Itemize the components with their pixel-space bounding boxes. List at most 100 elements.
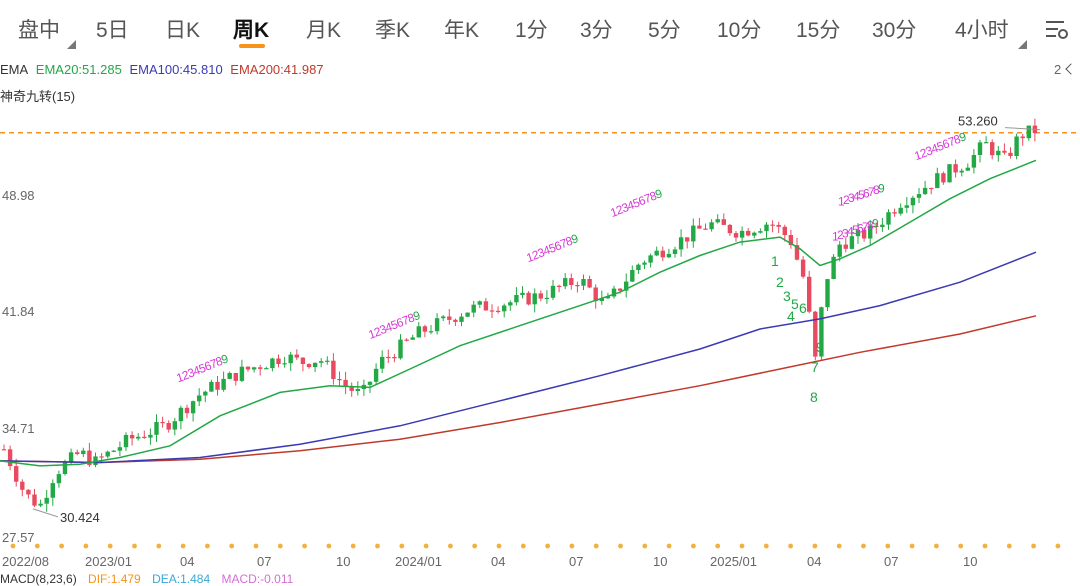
nine-turn-count: 8 [867,218,874,232]
candle-body [300,357,306,364]
candle-body [233,373,238,381]
candle-body [459,316,464,322]
indicator-count: 2 [1054,62,1062,77]
tab-10[interactable]: 10分 [717,19,762,42]
event-dot-icon [861,543,866,549]
candle-body [50,483,55,498]
tab-6[interactable]: 年K [444,19,480,42]
nine-turn-count: 4 [191,363,202,378]
event-dot-icon [642,543,648,549]
tab-menu-corner-icon[interactable] [67,40,76,49]
candle-body [502,305,507,312]
candle-body [630,270,635,282]
candle-body [929,187,934,190]
x-tick-label: 2023/01 [85,554,132,569]
tab-2[interactable]: 日K [165,19,201,42]
candle-body [404,339,409,341]
candle-body [678,237,684,250]
candle-body [977,142,983,155]
y-tick-label: 27.57 [2,530,35,545]
candle-body [331,360,336,379]
high-price-label: 53.260 [958,114,998,129]
candle-body [312,362,318,368]
tab-9[interactable]: 5分 [648,19,681,42]
candle-body [32,494,37,506]
nine-turn-count: 6 [553,238,564,253]
nine-turn-count: 1 [838,194,845,208]
event-dot-icon [156,543,162,549]
chart-settings-icon[interactable] [1044,18,1070,42]
event-dot-icon [496,543,502,549]
indicator-collapse-button[interactable]: 2 [1054,62,1077,77]
nine-turn-count: 3 [924,143,935,158]
candle-body [648,255,653,263]
candle-body [520,292,525,295]
event-dot-icon [909,543,915,549]
candle-body [154,422,159,435]
candle-body [380,356,385,369]
x-tick-label: 07 [257,554,271,569]
nine-turn-count: 5 [858,188,865,202]
nine-turn-count: 1 [609,204,620,219]
tab-13[interactable]: 4小时 [955,19,1009,42]
nine-turn-count: 2 [837,228,844,242]
event-dot-icon [472,543,478,549]
event-dot-icon [788,543,793,549]
candle-body [81,450,86,454]
candle-body [398,339,403,359]
event-dot-icon [885,543,891,549]
nine-turn-count: 9 [569,231,580,246]
candle-body [495,310,501,312]
candle-body [703,228,708,230]
tab-8[interactable]: 3分 [580,19,613,42]
tab-3[interactable]: 周K [233,19,270,42]
candle-body [624,281,629,291]
candle-body [776,224,781,227]
candle-body [44,497,49,504]
tab-4[interactable]: 月K [306,19,342,42]
candle-body [319,361,324,363]
candle-body [245,366,251,370]
candle-body [422,326,428,332]
tab-menu-corner-icon[interactable] [1018,40,1027,49]
tab-5[interactable]: 季K [375,19,411,42]
nine-turn-count: 1 [832,230,839,244]
candle-body [764,224,769,232]
event-dot-icon [350,543,356,549]
nine-turn-count: 6 [395,315,406,330]
candle-body [434,318,440,332]
x-tick-label: 2024/01 [395,554,442,569]
event-dot-icon [34,543,40,549]
candle-body [843,244,848,249]
macd-value: MACD:-0.011 [221,572,294,586]
event-dot-icon [59,543,64,549]
candle-body [111,450,116,452]
tab-12[interactable]: 30分 [872,19,917,42]
candle-body [813,311,818,357]
tab-11[interactable]: 15分 [796,19,841,42]
tab-1[interactable]: 5日 [96,19,129,42]
event-dot-icon [180,543,186,549]
nine-turn-count: 7 [558,236,569,251]
x-tick-label: 04 [180,554,194,569]
candle-body [68,452,74,462]
candle-body [721,219,726,225]
candle-body [788,235,794,246]
y-tick-label: 34.71 [2,421,35,436]
nine-turn-count: 1 [525,250,536,265]
candle-body [611,288,617,297]
nine-turn-count: 7 [208,356,219,371]
candle-body [178,407,184,422]
event-dot-icon [545,543,550,549]
candle-body [794,245,800,260]
event-dot-icon [326,543,332,549]
tab-7[interactable]: 1分 [515,19,548,42]
candle-body [807,276,812,312]
nine-turn-count: 6 [203,358,214,373]
tab-0[interactable]: 盘中 [18,19,60,42]
nine-turn-count: 4 [625,198,636,213]
nine-turn-count: 3 [378,322,389,337]
candle-body [581,279,586,286]
macd-dea: DEA:1.484 [152,572,211,586]
